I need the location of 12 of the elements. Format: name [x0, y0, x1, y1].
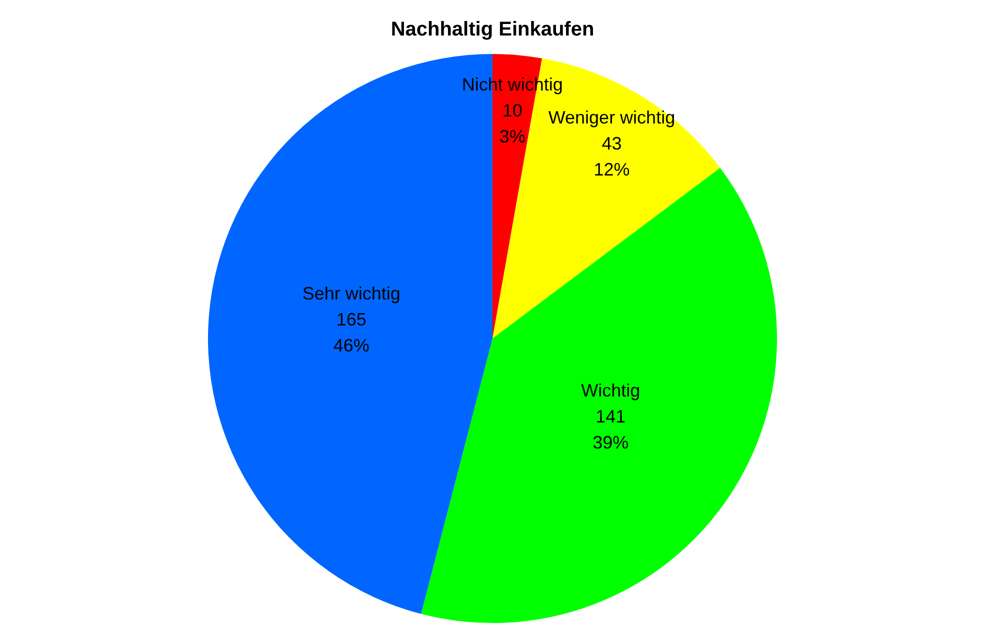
data-label: 10 — [502, 100, 522, 121]
text: 3% — [499, 126, 526, 147]
slice-label: Weniger wichtig — [548, 108, 676, 128]
data-label: 43 — [602, 134, 622, 154]
text: 46% — [333, 335, 370, 356]
chart-title: Nachhaltig Einkaufen — [390, 18, 594, 41]
slice-label: Sehr wichtig — [302, 283, 400, 304]
text: 12% — [594, 160, 630, 180]
data-label: 141 — [596, 406, 626, 427]
text: 39% — [592, 432, 629, 453]
data-label: 165 — [336, 309, 366, 330]
slice-label: Wichtig — [581, 380, 640, 401]
